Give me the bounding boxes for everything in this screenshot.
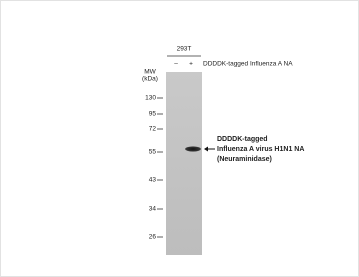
lane-label: DDDDK-tagged Influenza A NA: [203, 61, 293, 68]
page: {"blot": { "cell_line": "293T", "lanes":…: [0, 0, 359, 277]
marker-label: 26: [149, 234, 157, 241]
marker-label: 34: [149, 206, 157, 213]
annotation: Influenza A virus H1N1 NA: [217, 146, 304, 153]
annotation: (Neuraminidase): [217, 156, 272, 163]
marker-label: 130: [145, 95, 156, 102]
marker-label: 43: [149, 177, 157, 184]
mw-unit: (kDa): [142, 76, 158, 83]
mw-label: MW: [144, 69, 156, 76]
marker-label: 95: [149, 111, 157, 118]
marker-label: 55: [149, 149, 157, 156]
marker-label: 72: [149, 126, 157, 133]
gel: [166, 72, 202, 255]
cell-line: 293T: [177, 46, 192, 53]
lane-sign: –: [174, 61, 178, 68]
annotation: DDDDK-tagged: [217, 136, 268, 143]
figure: 293T – + DDDDK-tagged Influenza A NA MW …: [0, 0, 359, 277]
lane-sign: +: [189, 61, 193, 68]
band: [185, 146, 201, 151]
